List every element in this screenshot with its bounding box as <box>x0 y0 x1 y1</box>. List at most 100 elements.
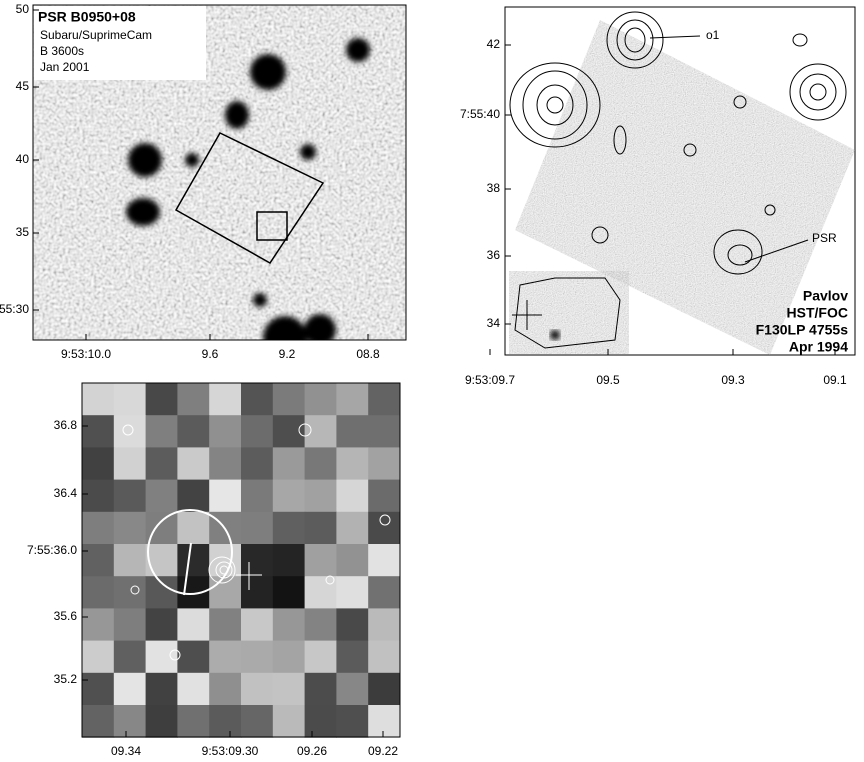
pixel <box>113 511 147 545</box>
pixel <box>272 447 306 481</box>
y-tick-label: 36 <box>487 248 501 262</box>
pixel <box>241 576 274 609</box>
pixel <box>177 544 210 577</box>
pixel <box>272 544 306 577</box>
pixel <box>304 576 337 609</box>
pixel <box>209 608 242 642</box>
pixel <box>82 608 115 642</box>
pixel <box>177 447 210 481</box>
pixel <box>145 672 178 706</box>
pixel <box>304 544 337 577</box>
pixel <box>304 672 337 706</box>
pixel <box>241 511 274 545</box>
pixel <box>336 447 369 481</box>
pixel <box>241 383 274 416</box>
x-tick-label: 9.6 <box>202 347 219 361</box>
pixel <box>304 640 337 674</box>
annotation: Apr 1994 <box>789 339 848 355</box>
pixel <box>113 705 147 738</box>
pixel <box>82 705 115 738</box>
pixel <box>145 544 178 577</box>
pixel <box>241 544 274 577</box>
pixel <box>209 640 242 674</box>
pixel <box>209 672 242 706</box>
pixel <box>113 383 147 416</box>
annotation: PSR <box>812 231 837 245</box>
pixel <box>209 447 242 481</box>
pixel <box>272 705 306 738</box>
pixel <box>82 640 115 674</box>
pixel <box>368 415 401 448</box>
y-tick-label: 34 <box>487 316 501 330</box>
pixel <box>209 479 242 513</box>
pixel <box>336 383 369 416</box>
annotation: o1 <box>706 28 720 42</box>
y-tick-label: 35 <box>16 225 30 239</box>
pixel <box>304 608 337 642</box>
panel-hst: o1 PSR Pavlov HST/FOC F130LP 4755s Apr 1… <box>504 6 856 356</box>
pixel <box>113 544 147 577</box>
pixel <box>82 383 115 416</box>
pixel <box>272 415 306 448</box>
pixel <box>336 576 369 609</box>
panel-optical: PSR B0950+08 Subaru/SuprimeCam B 3600s J… <box>32 4 407 341</box>
pixel <box>304 415 337 448</box>
pixel <box>82 447 115 481</box>
pixel <box>241 415 274 448</box>
label: Subaru/SuprimeCam <box>40 28 152 42</box>
pixel <box>304 511 337 545</box>
pixel <box>336 672 369 706</box>
y-tick-label: 35.2 <box>54 672 78 686</box>
label: B 3600s <box>40 44 84 58</box>
x-tick-label: 09.34 <box>111 744 141 758</box>
pixel <box>241 479 274 513</box>
pixel <box>113 608 147 642</box>
pixel <box>304 705 337 738</box>
label: PSR B0950+08 <box>38 9 136 25</box>
y-tick-label: 7:55:36.0 <box>27 543 77 557</box>
pixel <box>113 672 147 706</box>
sources <box>126 38 370 340</box>
label: Jan 2001 <box>40 60 90 74</box>
pixel <box>272 672 306 706</box>
pixel <box>82 544 115 577</box>
annotation: Pavlov <box>803 288 848 304</box>
x-tick-label: 9.2 <box>279 347 296 361</box>
pixel <box>145 511 178 545</box>
zoom-box <box>256 211 288 241</box>
pixel <box>336 544 369 577</box>
pixel <box>177 705 210 738</box>
pixel <box>336 640 369 674</box>
x-tick-label: 09.22 <box>368 744 398 758</box>
pixel <box>145 640 178 674</box>
pixel <box>177 672 210 706</box>
pixel <box>336 511 369 545</box>
x-tick-label: 09.3 <box>721 373 745 387</box>
pixel <box>177 383 210 416</box>
y-tick-label: 45 <box>16 79 30 93</box>
contours <box>509 11 847 275</box>
y-tick-label: 7:55:40 <box>460 107 500 121</box>
overlay <box>122 423 391 661</box>
axes: 9:53:10.0 9.6 9.2 08.8 50 45 40 35 7:55:30 9:53:0… <box>0 2 847 758</box>
pixel <box>82 576 115 609</box>
pixel <box>113 479 147 513</box>
y-tick-label: 36.8 <box>54 418 78 432</box>
panel-zoom <box>81 382 401 738</box>
pixel <box>145 383 178 416</box>
pixel <box>82 672 115 706</box>
pixel <box>336 479 369 513</box>
pixel <box>368 576 401 609</box>
pixel <box>209 415 242 448</box>
pixel <box>368 608 401 642</box>
x-tick-label: 9:53:09.30 <box>202 744 259 758</box>
label-box <box>34 6 206 80</box>
inset <box>508 270 630 355</box>
annotation: F130LP 4755s <box>756 322 849 338</box>
pixel <box>113 640 147 674</box>
pixel <box>177 608 210 642</box>
pixel <box>272 608 306 642</box>
y-tick-label: 40 <box>16 152 30 166</box>
pixel <box>145 576 178 609</box>
pixel <box>304 383 337 416</box>
